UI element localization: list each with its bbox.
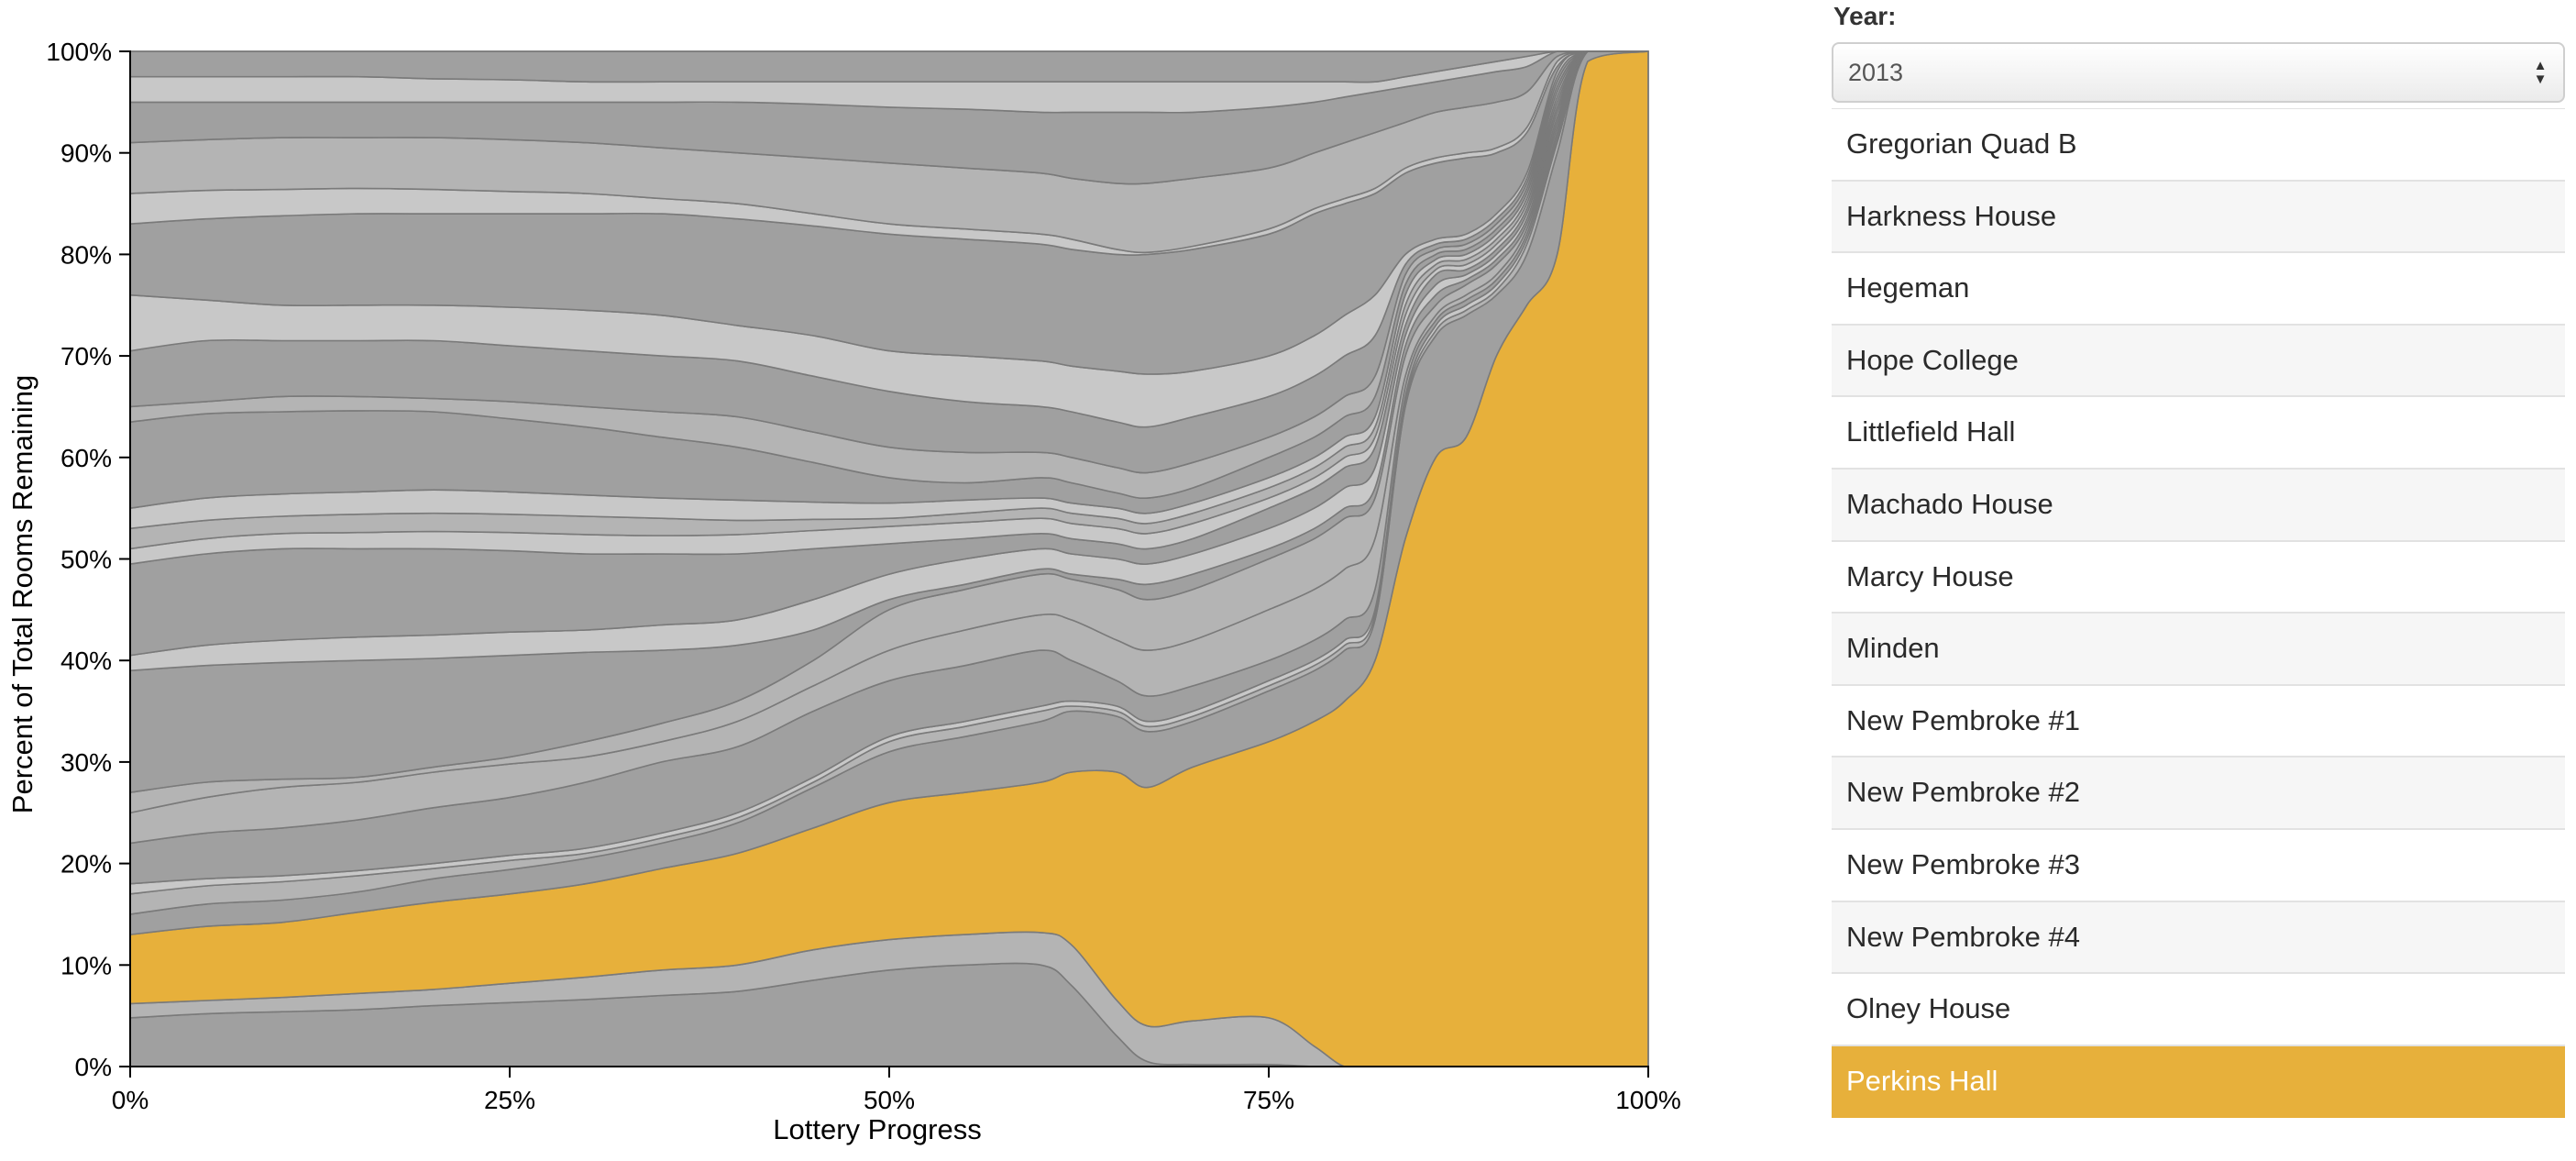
y-tick-label: 30%: [61, 748, 112, 777]
y-tick-label: 70%: [61, 342, 112, 370]
y-tick-label: 90%: [61, 139, 112, 168]
y-tick-label: 60%: [61, 444, 112, 472]
y-tick-label: 50%: [61, 546, 112, 574]
arrow-down-icon: ▼: [2533, 72, 2548, 87]
house-item-hope-college[interactable]: Hope College: [1832, 325, 2565, 398]
house-item-littlefield-hall[interactable]: Littlefield Hall: [1832, 397, 2565, 470]
house-item-harkness-house[interactable]: Harkness House: [1832, 181, 2565, 254]
y-tick-label: 10%: [61, 951, 112, 979]
x-tick-label: 75%: [1243, 1086, 1294, 1114]
x-axis-title: Lottery Progress: [773, 1113, 981, 1145]
year-select-value: 2013: [1848, 59, 1904, 86]
y-tick-label: 0%: [75, 1053, 112, 1081]
x-tick-label: 50%: [864, 1086, 915, 1114]
y-tick-label: 40%: [61, 647, 112, 675]
house-item-machado-house[interactable]: Machado House: [1832, 469, 2565, 542]
house-item-new-pembroke-3[interactable]: New Pembroke #3: [1832, 830, 2565, 902]
house-list: Gregorian Quad B Harkness House Hegeman Hop…: [1832, 108, 2565, 1119]
house-item-new-pembroke-4[interactable]: New Pembroke #4: [1832, 901, 2565, 975]
y-tick-label: 80%: [61, 240, 112, 269]
house-item-marcy-house[interactable]: Marcy House: [1832, 542, 2565, 614]
x-tick-label: 100%: [1615, 1086, 1681, 1114]
house-item-perkins-hall[interactable]: Perkins Hall: [1832, 1045, 2565, 1119]
house-item-new-pembroke-2[interactable]: New Pembroke #2: [1832, 757, 2565, 830]
lottery-chart: 0% 10% 20% 30% 40% 50% 60% 70% 80% 90% 100% 0% 25% 50…: [6, 38, 1681, 1145]
house-item-gregorian-quad-b[interactable]: Gregorian Quad B: [1832, 109, 2565, 182]
stacked-area-chart: 0% 10% 20% 30% 40% 50% 60% 70% 80% 90% 100% 0% 25% 50…: [6, 38, 1681, 1145]
y-axis-title: Percent of Total Rooms Remaining: [6, 375, 39, 813]
area-layers: [129, 50, 1649, 1067]
side-panel: Year: 2013 ▲ ▼ Gregorian Quad B Harkness …: [1832, 0, 2569, 1119]
year-label: Year:: [1833, 2, 1897, 30]
arrow-up-icon: ▲: [2533, 58, 2548, 73]
y-tick-label: 100%: [46, 38, 112, 66]
x-tick-label: 0%: [112, 1086, 149, 1114]
house-item-minden[interactable]: Minden: [1832, 614, 2565, 686]
y-tick-label: 20%: [61, 850, 112, 879]
select-arrows-icon: ▲ ▼: [2530, 44, 2550, 101]
year-select[interactable]: 2013 ▲ ▼: [1832, 42, 2565, 103]
house-item-new-pembroke-1[interactable]: New Pembroke #1: [1832, 686, 2565, 758]
chart-axes: 0% 10% 20% 30% 40% 50% 60% 70% 80% 90% 100% 0% 25% 50…: [46, 38, 1680, 1114]
house-item-olney-house[interactable]: Olney House: [1832, 974, 2565, 1046]
x-tick-label: 25%: [484, 1086, 535, 1114]
house-item-hegeman[interactable]: Hegeman: [1832, 253, 2565, 326]
